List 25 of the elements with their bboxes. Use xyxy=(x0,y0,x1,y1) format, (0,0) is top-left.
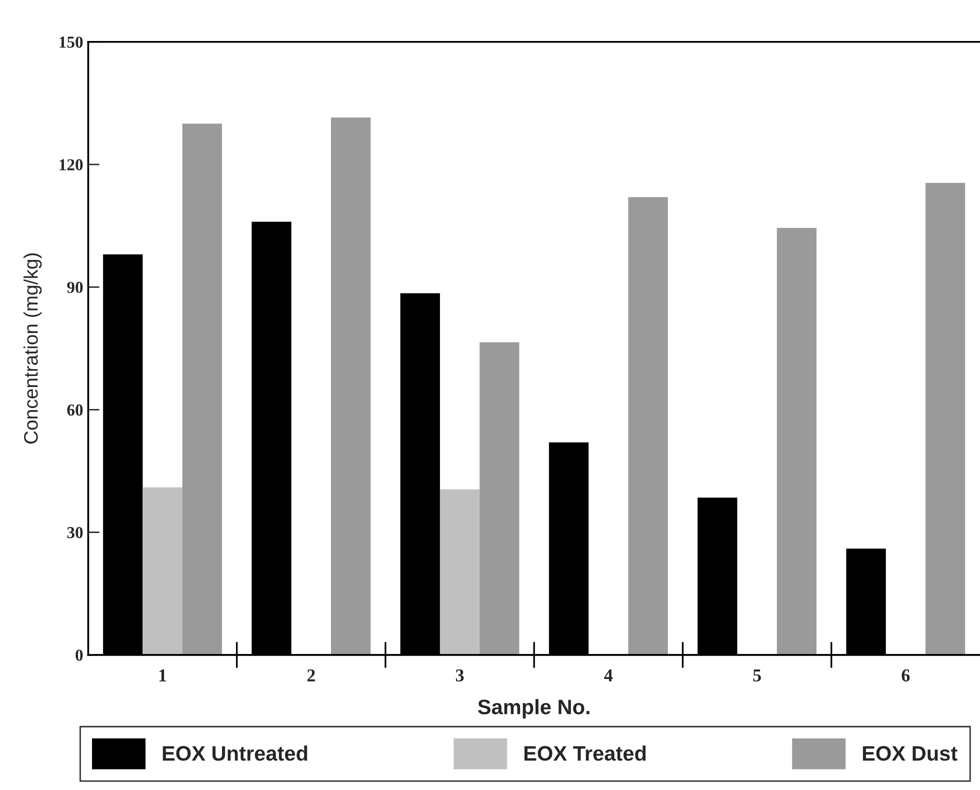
bar xyxy=(480,342,520,655)
x-tick-label: 1 xyxy=(159,669,166,682)
x-tick-label: 2 xyxy=(307,669,315,682)
x-tick-label: 5 xyxy=(753,670,761,682)
legend-label: EOX Treated xyxy=(524,745,646,761)
x-tick-label: 6 xyxy=(902,669,910,682)
bar xyxy=(440,489,480,655)
bar xyxy=(628,197,668,655)
y-tick-label: 30 xyxy=(67,527,83,538)
legend-label: EOX Dust xyxy=(862,746,958,761)
bar xyxy=(182,124,222,655)
y-tick-label: 120 xyxy=(60,159,83,170)
bar xyxy=(330,117,371,655)
bar xyxy=(926,182,966,655)
x-tick-label: 3 xyxy=(456,669,464,682)
bar xyxy=(776,228,817,655)
bar xyxy=(142,487,182,655)
x-tick-label: 4 xyxy=(604,669,613,682)
y-axis-title: Concentration (mg/kg) xyxy=(24,253,42,444)
y-tick-label: 150 xyxy=(60,36,83,48)
y-tick-label: 0 xyxy=(76,650,83,661)
legend-label: EOX Untreated xyxy=(162,745,308,761)
y-tick-label: 90 xyxy=(67,282,83,294)
x-axis-title: Sample No. xyxy=(478,699,590,718)
y-tick-label: 60 xyxy=(67,404,83,416)
